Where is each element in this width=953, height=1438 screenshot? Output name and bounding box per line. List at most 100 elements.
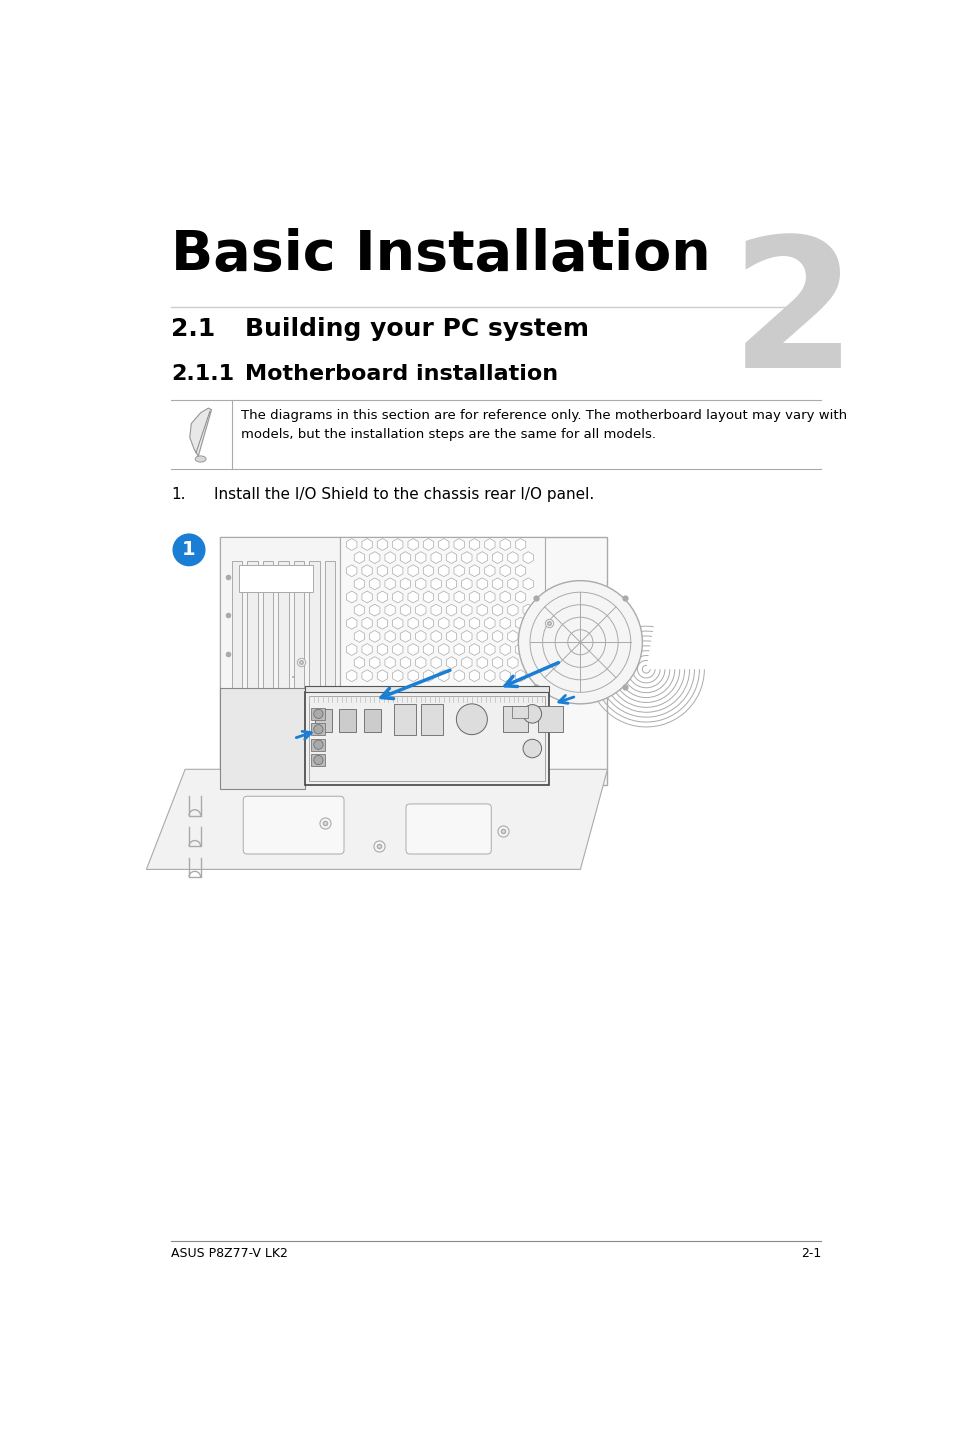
Polygon shape — [354, 630, 364, 643]
Polygon shape — [492, 657, 502, 669]
Polygon shape — [346, 617, 356, 630]
Polygon shape — [507, 657, 517, 669]
Text: 2.1: 2.1 — [171, 318, 215, 341]
Polygon shape — [340, 536, 545, 739]
Polygon shape — [461, 578, 472, 590]
Polygon shape — [499, 565, 510, 577]
Polygon shape — [507, 630, 517, 643]
Polygon shape — [454, 539, 464, 551]
Polygon shape — [476, 578, 487, 590]
Text: 2: 2 — [730, 230, 856, 407]
Text: Building your PC system: Building your PC system — [245, 318, 588, 341]
Text: 2-1: 2-1 — [801, 1247, 821, 1260]
Polygon shape — [385, 604, 395, 615]
Polygon shape — [305, 686, 549, 692]
Polygon shape — [369, 552, 379, 564]
Polygon shape — [469, 539, 479, 551]
Polygon shape — [408, 591, 417, 603]
Polygon shape — [537, 706, 562, 732]
Polygon shape — [416, 578, 426, 590]
Polygon shape — [339, 709, 356, 732]
Polygon shape — [278, 561, 289, 762]
Polygon shape — [385, 552, 395, 564]
Text: The diagrams in this section are for reference only. The motherboard layout may : The diagrams in this section are for ref… — [241, 408, 846, 441]
Polygon shape — [484, 591, 495, 603]
Polygon shape — [431, 604, 441, 615]
Polygon shape — [314, 709, 332, 732]
Polygon shape — [515, 644, 525, 656]
Polygon shape — [385, 578, 395, 590]
Polygon shape — [438, 591, 449, 603]
Polygon shape — [369, 578, 379, 590]
Polygon shape — [393, 670, 402, 682]
Polygon shape — [499, 539, 510, 551]
Polygon shape — [361, 644, 372, 656]
Polygon shape — [476, 552, 487, 564]
Polygon shape — [346, 670, 356, 682]
Polygon shape — [507, 552, 517, 564]
Polygon shape — [361, 617, 372, 630]
Text: 2.1.1: 2.1.1 — [171, 364, 234, 384]
Polygon shape — [461, 630, 472, 643]
Polygon shape — [454, 670, 464, 682]
Text: Motherboard installation: Motherboard installation — [245, 364, 558, 384]
Polygon shape — [220, 536, 607, 785]
Polygon shape — [408, 670, 417, 682]
Polygon shape — [294, 561, 304, 762]
Circle shape — [314, 725, 323, 733]
Polygon shape — [522, 604, 533, 615]
Circle shape — [522, 739, 541, 758]
Ellipse shape — [195, 456, 206, 462]
Polygon shape — [346, 591, 356, 603]
Polygon shape — [346, 565, 356, 577]
Polygon shape — [446, 552, 456, 564]
Polygon shape — [423, 644, 434, 656]
Polygon shape — [408, 539, 417, 551]
Polygon shape — [311, 707, 325, 720]
Polygon shape — [416, 630, 426, 643]
Polygon shape — [421, 703, 443, 735]
Circle shape — [314, 741, 323, 749]
Polygon shape — [499, 644, 510, 656]
Polygon shape — [515, 670, 525, 682]
Text: 1: 1 — [182, 541, 195, 559]
Polygon shape — [499, 617, 510, 630]
Polygon shape — [344, 696, 541, 710]
Polygon shape — [446, 630, 456, 643]
Polygon shape — [469, 565, 479, 577]
Polygon shape — [416, 552, 426, 564]
Polygon shape — [512, 706, 527, 719]
Polygon shape — [262, 561, 274, 762]
Circle shape — [517, 581, 641, 703]
Polygon shape — [515, 539, 525, 551]
Polygon shape — [469, 670, 479, 682]
Polygon shape — [376, 565, 387, 577]
Polygon shape — [361, 591, 372, 603]
Polygon shape — [369, 657, 379, 669]
Polygon shape — [400, 604, 410, 615]
Text: Basic Installation: Basic Installation — [171, 229, 710, 282]
Circle shape — [173, 535, 204, 565]
Polygon shape — [369, 630, 379, 643]
Polygon shape — [361, 565, 372, 577]
Polygon shape — [438, 617, 449, 630]
Polygon shape — [354, 552, 364, 564]
Polygon shape — [476, 630, 487, 643]
Polygon shape — [232, 561, 242, 762]
Polygon shape — [423, 670, 434, 682]
Circle shape — [522, 705, 541, 723]
Polygon shape — [484, 617, 495, 630]
Text: 1.: 1. — [171, 486, 186, 502]
Polygon shape — [461, 552, 472, 564]
Polygon shape — [446, 578, 456, 590]
Polygon shape — [446, 604, 456, 615]
Polygon shape — [438, 539, 449, 551]
Polygon shape — [454, 565, 464, 577]
Polygon shape — [492, 578, 502, 590]
Polygon shape — [385, 657, 395, 669]
Polygon shape — [423, 539, 434, 551]
Polygon shape — [438, 644, 449, 656]
Polygon shape — [438, 670, 449, 682]
Polygon shape — [190, 408, 212, 456]
FancyBboxPatch shape — [243, 797, 344, 854]
